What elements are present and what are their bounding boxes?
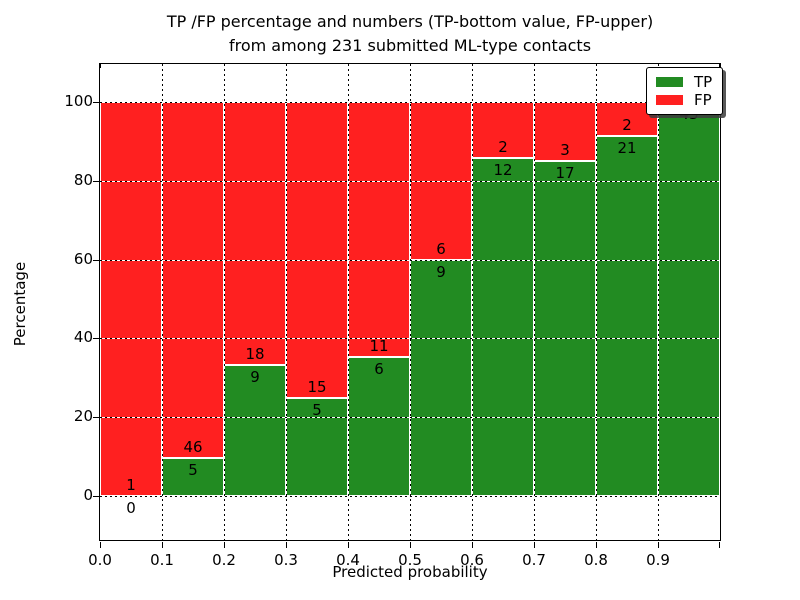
x-axis-tick <box>719 542 720 548</box>
legend-entry: FP <box>656 91 712 109</box>
plot-area: 1046518915511669212317221430.00.10.20.30… <box>64 63 724 569</box>
x-axis-tick-top <box>100 64 101 68</box>
bar-segment-tp <box>596 136 658 497</box>
bar-segment-tp <box>658 101 720 497</box>
x-axis-label: Predicted probability <box>332 563 488 581</box>
x-tick-label: 0.7 <box>522 551 546 569</box>
fp-count-label: 6 <box>436 239 446 258</box>
tp-count-label: 12 <box>493 161 513 180</box>
x-tick-label: 0.9 <box>646 551 670 569</box>
bar-segment-tp <box>410 259 472 497</box>
x-tick-label: 0.0 <box>88 551 112 569</box>
legend-label: FP <box>694 91 712 109</box>
fp-count-label: 2 <box>498 138 508 157</box>
vertical-gridline <box>162 64 163 540</box>
legend-swatch-tp <box>656 77 683 87</box>
tp-count-label: 0 <box>126 499 136 518</box>
horizontal-gridline <box>100 259 720 261</box>
tp-count-label: 6 <box>374 360 384 379</box>
fp-count-label: 18 <box>245 344 265 363</box>
legend-entry: TP <box>656 73 712 91</box>
bar-segment-fp <box>286 101 348 398</box>
bar-segment-tp <box>534 161 596 497</box>
x-axis-tick <box>100 542 101 548</box>
vertical-gridline <box>410 64 411 540</box>
legend-label: TP <box>694 73 713 91</box>
y-tick-label: 100 <box>64 91 93 110</box>
x-axis-tick <box>596 542 597 548</box>
y-axis-tick <box>93 259 100 261</box>
fp-count-label: 11 <box>369 337 389 356</box>
bar-segment-tp <box>472 158 534 497</box>
horizontal-gridline <box>100 101 720 103</box>
bar-segment-tp <box>224 364 286 497</box>
bar-segment-tp <box>348 357 410 497</box>
vertical-gridline <box>286 64 287 540</box>
x-axis-tick <box>534 542 535 548</box>
x-tick-label: 0.4 <box>336 551 360 569</box>
horizontal-gridline <box>100 417 720 419</box>
tp-count-label: 5 <box>312 400 322 419</box>
x-axis-tick <box>410 542 411 548</box>
x-axis-tick <box>658 542 659 548</box>
vertical-gridline <box>534 64 535 540</box>
x-tick-label: 0.2 <box>212 551 236 569</box>
x-tick-label: 0.5 <box>398 551 422 569</box>
tp-count-label: 9 <box>250 367 260 386</box>
x-tick-label: 0.8 <box>584 551 608 569</box>
bar-segment-fp <box>348 101 410 358</box>
horizontal-gridline <box>100 496 720 498</box>
tp-count-label: 9 <box>436 262 446 281</box>
tp-count-label: 21 <box>617 139 637 158</box>
vertical-gridline <box>472 64 473 540</box>
bar-segment-tp <box>162 457 224 497</box>
y-axis-tick <box>93 180 100 182</box>
x-tick-label: 0.3 <box>274 551 298 569</box>
horizontal-gridline <box>100 338 720 340</box>
y-axis-tick <box>93 496 100 498</box>
fp-count-label: 3 <box>560 141 570 159</box>
tp-count-label: 5 <box>188 460 198 479</box>
chart-title-line1: TP /FP percentage and numbers (TP-bottom… <box>166 12 654 31</box>
chart-title-line2: from among 231 submitted ML-type contact… <box>228 36 592 55</box>
x-axis-tick <box>472 542 473 548</box>
y-tick-label: 40 <box>73 328 93 347</box>
fp-count-label: 1 <box>126 476 136 495</box>
x-tick-label: 0.6 <box>460 551 484 569</box>
bar-segment-fp <box>224 101 286 365</box>
vertical-gridline <box>224 64 225 540</box>
legend-swatch-fp <box>656 95 683 105</box>
fp-count-label: 2 <box>622 116 632 135</box>
fp-count-label: 15 <box>307 377 327 396</box>
y-tick-label: 60 <box>73 249 93 268</box>
fp-count-label: 46 <box>183 437 203 456</box>
x-axis-tick <box>348 542 349 548</box>
vertical-gridline <box>348 64 349 540</box>
horizontal-gridline <box>100 180 720 182</box>
legend: TP FP <box>646 67 724 115</box>
bar-segment-fp <box>100 101 162 497</box>
chart-title: TP /FP percentage and numbers (TP-bottom… <box>99 10 721 58</box>
x-axis-tick-top <box>719 64 720 68</box>
y-tick-label: 20 <box>73 407 93 426</box>
x-tick-label: 0.1 <box>150 551 174 569</box>
y-tick-label: 80 <box>73 170 93 189</box>
vertical-gridline <box>658 64 659 540</box>
x-axis-tick <box>224 542 225 548</box>
x-axis-tick <box>162 542 163 548</box>
y-axis-tick <box>93 417 100 419</box>
y-axis-label: Percentage <box>11 261 29 347</box>
y-tick-label: 0 <box>83 486 93 505</box>
x-axis-tick <box>286 542 287 548</box>
tp-count-label: 17 <box>555 164 575 182</box>
y-axis-tick <box>93 338 100 340</box>
y-axis-tick <box>93 101 100 103</box>
bar-segment-fp <box>162 101 224 458</box>
vertical-gridline <box>596 64 597 540</box>
